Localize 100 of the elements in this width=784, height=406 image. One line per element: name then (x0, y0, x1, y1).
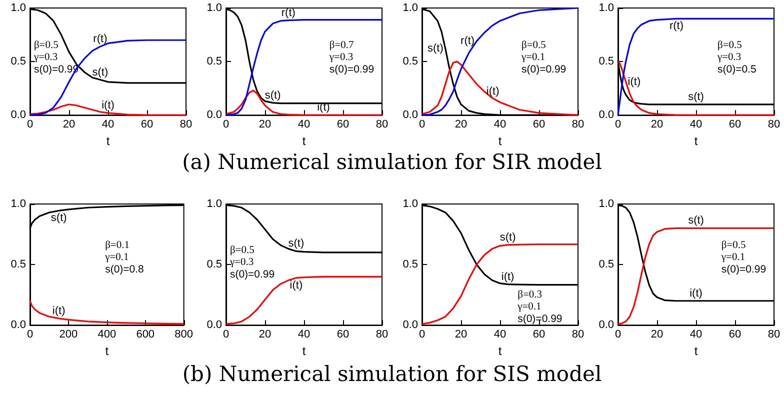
y-tick-label: 1.0 (206, 198, 222, 210)
series-label: s(t) (688, 214, 704, 227)
x-tick-label: 60 (336, 118, 350, 131)
x-tick-label: 0 (222, 328, 230, 341)
annotation: γ=0.3 (716, 52, 742, 63)
y-tick-label: 0.5 (598, 56, 614, 68)
x-tick-label: 60 (532, 118, 546, 131)
series-label: r(t) (93, 33, 108, 46)
x-tick-label: 40 (298, 118, 310, 131)
x-tick-label: 0 (614, 328, 622, 341)
annotation: γ=0.1 (720, 252, 746, 263)
y-tick-label: 0.0 (598, 109, 614, 122)
annotation: s(0)=0.5 (718, 63, 756, 76)
annotation: s(0)=0.99 (721, 263, 766, 276)
annotation: β=0.5 (522, 40, 546, 51)
x-tick-label: 20 (454, 328, 468, 341)
series-label: r(t) (281, 6, 296, 19)
x-tick-label: 20 (258, 118, 272, 131)
x-axis-title: t (694, 344, 698, 358)
x-tick-label: 0 (26, 328, 34, 341)
y-tick-label: 1.0 (402, 198, 418, 210)
y-tick-label: 0.5 (402, 258, 418, 271)
x-tick-label: 40 (690, 118, 702, 131)
y-tick-label: 0.0 (206, 109, 222, 122)
x-axis-title: t (106, 134, 110, 148)
x-tick-label: 20 (62, 118, 76, 131)
x-tick-label: 0 (418, 118, 426, 131)
x-tick-label: 20 (258, 328, 272, 341)
x-tick-label: 20 (454, 118, 468, 131)
x-tick-label: 60 (532, 328, 546, 341)
series-label: s(t) (500, 231, 516, 244)
x-tick-label: 200 (59, 328, 78, 341)
text: (a) Numerical simulation for SIR model (181, 150, 603, 174)
series-label: r(t) (669, 20, 684, 32)
y-tick-label: 0.0 (206, 319, 222, 332)
y-tick-label: 0.0 (402, 109, 418, 122)
y-tick-label: 1.0 (206, 2, 222, 14)
x-tick-label: 80 (768, 118, 780, 131)
annotation: γ=0.3 (328, 52, 354, 63)
annotation: s(0)=0.99 (522, 63, 566, 76)
x-axis-title: t (302, 134, 306, 148)
text: (b) Numerical simulation for SIS model (181, 362, 603, 386)
annotation: γ=0.1 (520, 52, 546, 63)
x-tick-label: 80 (768, 328, 780, 341)
x-tick-label: 800 (174, 328, 194, 341)
annotation: γ=0.1 (104, 252, 129, 263)
series-label: i(t) (52, 304, 66, 317)
x-tick-label: 40 (102, 118, 114, 131)
y-tick-label: 0.5 (206, 56, 222, 68)
y-tick-label: 0.0 (402, 319, 418, 332)
series-label: s(t) (92, 66, 108, 78)
annotation: β=0.5 (721, 240, 746, 251)
annotation: s(0)=0.8 (105, 263, 144, 276)
x-axis-title: t (302, 344, 306, 358)
annotation: β=0.5 (34, 40, 58, 51)
series-label: s(t) (688, 90, 704, 103)
series-label: r(t) (460, 35, 475, 48)
annotation: s(0)=0.99 (230, 268, 275, 280)
x-tick-label: 40 (298, 328, 310, 341)
x-tick-label: 40 (494, 118, 506, 131)
annotation: β=0.5 (230, 244, 254, 256)
x-tick-label: 80 (180, 118, 192, 131)
x-axis-title: t (498, 344, 502, 358)
x-tick-label: 400 (98, 328, 116, 341)
x-axis-title: t (694, 134, 698, 148)
y-tick-label: 0.0 (10, 319, 26, 332)
annotation: s(0)=0.99 (329, 63, 374, 76)
x-axis-title: t (105, 344, 110, 358)
y-tick-label: 0.5 (10, 258, 26, 271)
annotation: γ=0.3 (32, 52, 58, 63)
x-tick-label: 0 (26, 118, 34, 131)
y-tick-label: 1.0 (10, 2, 26, 14)
x-tick-label: 60 (728, 328, 742, 341)
x-tick-label: 0 (418, 328, 426, 341)
x-tick-label: 80 (572, 328, 584, 341)
x-tick-label: 80 (376, 328, 388, 341)
annotation: β=0.5 (718, 40, 742, 51)
y-tick-label: 0.5 (598, 258, 614, 271)
series-label: i(t) (628, 76, 641, 88)
annotation: γ=0.1 (516, 302, 542, 313)
series-label: i(t) (102, 99, 114, 112)
y-tick-label: 1.0 (598, 198, 614, 210)
x-tick-label: 40 (494, 328, 506, 341)
x-tick-label: 20 (650, 328, 664, 341)
x-axis-title: t (498, 134, 502, 148)
y-tick-label: 0.5 (206, 258, 222, 271)
series-label: s(t) (428, 42, 444, 55)
y-tick-label: 1.0 (402, 2, 418, 14)
annotation: γ=0.3 (228, 256, 254, 268)
series-label: s(t) (264, 89, 281, 102)
y-tick-label: 0.0 (10, 109, 26, 122)
series-label: i(t) (290, 279, 303, 292)
x-tick-label: 80 (572, 118, 584, 131)
series-label: s(t) (288, 238, 304, 250)
y-tick-label: 0.5 (10, 56, 26, 68)
annotation: s(0)=0.99 (518, 313, 562, 326)
y-tick-label: 1.0 (598, 2, 614, 14)
annotation: β=0.7 (329, 40, 354, 51)
x-tick-label: 20 (650, 118, 664, 131)
y-tick-label: 1.0 (10, 198, 26, 210)
